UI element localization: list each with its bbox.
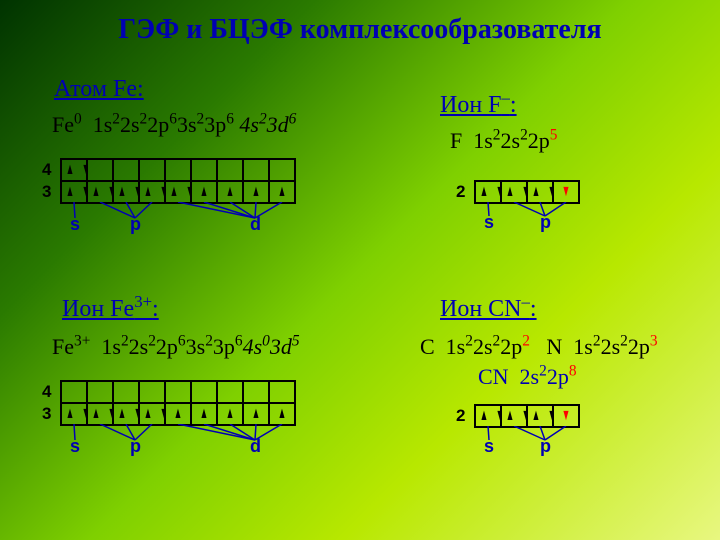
orbital-label: s [484, 212, 494, 233]
section-heading: Ион F–: [440, 92, 517, 119]
electron-config: Fe0 1s22s22p63s23p6 4s23d6 [52, 112, 296, 138]
orbital-label: s [70, 436, 80, 457]
orbital-cell [268, 158, 296, 182]
orbital-label: p [540, 212, 551, 233]
section-heading: Ион CN–: [440, 296, 537, 323]
orbital-cell: ▲ [268, 402, 296, 426]
orbital-cell [242, 380, 270, 404]
orbital-label: p [540, 436, 551, 457]
orbital-cell [190, 158, 218, 182]
shell-label: 2 [456, 406, 465, 426]
orbital-cell: ▲▼ [500, 404, 528, 428]
orbital-label: s [484, 436, 494, 457]
electron-config: C 1s22s22p2 N 1s22s22p3 [420, 334, 658, 360]
orbital-cell: ▲▼ [60, 180, 88, 204]
shell-label: 3 [42, 404, 51, 424]
orbital-label: d [250, 436, 261, 457]
orbital-cell [60, 380, 88, 404]
orbital-cell: ▲ [190, 180, 218, 204]
orbital-cell: ▲▼ [526, 404, 554, 428]
orbital-label: s [70, 214, 80, 235]
orbital-cell: ▲▼ [164, 180, 192, 204]
orbital-cell: ▲▼ [60, 402, 88, 426]
orbital-cell: ▲ [242, 402, 270, 426]
orbital-cell: ▲▼ [86, 402, 114, 426]
orbital-cell: ▲▼ [526, 180, 554, 204]
electron-config: Fe3+ 1s22s22p63s23p64s03d5 [52, 334, 300, 360]
shell-label: 2 [456, 182, 465, 202]
shell-label: 3 [42, 182, 51, 202]
orbital-cell: ▲▼ [474, 404, 502, 428]
orbital-cell [190, 380, 218, 404]
orbital-cell [138, 380, 166, 404]
orbital-cell: ▲▼ [500, 180, 528, 204]
orbital-cell: ▲▼ [138, 180, 166, 204]
orbital-cell: ▲▼ [112, 180, 140, 204]
orbital-cell [112, 380, 140, 404]
orbital-cell: ▲▼ [86, 180, 114, 204]
section-heading: Ион Fe3+: [62, 296, 159, 323]
orbital-cell [86, 380, 114, 404]
section-heading: Атом Fe: [54, 76, 144, 103]
orbital-cell [86, 158, 114, 182]
orbital-label: p [130, 436, 141, 457]
orbital-cell: ▲ [242, 180, 270, 204]
orbital-label: d [250, 214, 261, 235]
orbital-cell [242, 158, 270, 182]
orbital-cell [268, 380, 296, 404]
orbital-label: p [130, 214, 141, 235]
orbital-cell: ▲▼ [112, 402, 140, 426]
orbital-cell: ▲▼ [138, 402, 166, 426]
orbital-cell: ▲▼ [60, 158, 88, 182]
orbital-cell [216, 158, 244, 182]
orbital-cell [138, 158, 166, 182]
orbital-cell: ▲ [216, 180, 244, 204]
orbital-cell: ▼ [552, 180, 580, 204]
shell-label: 4 [42, 160, 51, 180]
orbital-cell [112, 158, 140, 182]
orbital-cell: ▲ [268, 180, 296, 204]
orbital-cell [164, 380, 192, 404]
electron-config: F 1s22s22p5 [450, 128, 557, 154]
electron-config: CN 2s22p8 [478, 364, 577, 390]
orbital-cell [164, 158, 192, 182]
orbital-cell [216, 380, 244, 404]
orbital-cell: ▲ [164, 402, 192, 426]
orbital-cell: ▲ [190, 402, 218, 426]
orbital-cell: ▲ [216, 402, 244, 426]
orbital-cell: ▲▼ [474, 180, 502, 204]
orbital-cell: ▼ [552, 404, 580, 428]
shell-label: 4 [42, 382, 51, 402]
